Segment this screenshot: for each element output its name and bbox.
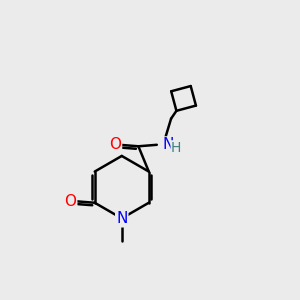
Text: O: O [109,137,121,152]
Text: H: H [171,141,181,155]
Text: O: O [64,194,76,209]
Text: N: N [116,212,128,226]
Text: N: N [162,137,173,152]
